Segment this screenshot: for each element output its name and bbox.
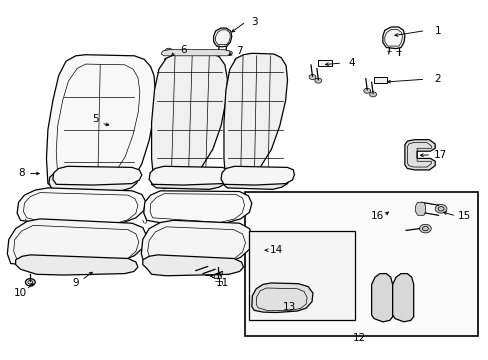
Text: 7: 7 [236,46,243,56]
Text: 13: 13 [282,302,296,312]
Circle shape [234,58,238,61]
Circle shape [363,88,370,93]
Polygon shape [17,188,145,225]
Circle shape [379,304,386,310]
Text: 2: 2 [433,74,440,84]
Circle shape [25,279,35,286]
Circle shape [275,59,279,62]
Polygon shape [151,171,227,189]
Circle shape [227,51,232,55]
Circle shape [369,92,376,97]
Circle shape [265,58,269,60]
Polygon shape [371,274,392,322]
Circle shape [110,68,115,72]
Polygon shape [16,255,138,275]
Circle shape [256,238,266,245]
Circle shape [210,58,214,61]
Polygon shape [141,220,253,266]
Polygon shape [142,255,243,276]
Polygon shape [213,28,231,47]
Text: 10: 10 [14,288,27,298]
Text: 16: 16 [370,211,384,221]
Circle shape [253,248,259,252]
Circle shape [164,48,172,54]
Polygon shape [415,202,425,215]
Text: 15: 15 [457,211,470,221]
Bar [373,77,386,83]
Circle shape [164,58,168,61]
Circle shape [434,204,446,213]
Circle shape [81,67,85,71]
Text: 14: 14 [269,245,283,255]
Bar [249,231,354,320]
Circle shape [246,57,250,60]
Circle shape [68,68,73,72]
Polygon shape [222,171,289,189]
Polygon shape [161,50,229,56]
Circle shape [419,224,430,233]
Polygon shape [49,171,138,193]
Text: 11: 11 [215,278,229,288]
Text: 17: 17 [432,150,446,160]
Circle shape [400,276,407,282]
Polygon shape [404,140,434,170]
Text: 5: 5 [92,114,99,124]
Circle shape [268,238,276,244]
Bar [317,60,331,66]
Text: 9: 9 [72,278,79,288]
Text: 3: 3 [250,17,257,27]
Text: 8: 8 [19,168,25,178]
Polygon shape [151,53,227,189]
Circle shape [314,78,321,83]
Text: 4: 4 [348,58,355,68]
Text: 12: 12 [352,333,366,343]
Bar [214,274,221,278]
Polygon shape [392,274,413,322]
Circle shape [400,304,407,310]
Text: 1: 1 [433,26,440,36]
Polygon shape [46,55,155,194]
Text: 6: 6 [180,45,186,55]
Circle shape [198,57,202,60]
Polygon shape [149,166,230,185]
Circle shape [176,56,180,59]
Circle shape [308,75,315,80]
Polygon shape [7,219,146,266]
Bar [245,192,477,336]
Circle shape [122,67,127,71]
Polygon shape [53,166,142,185]
Polygon shape [382,27,404,49]
Polygon shape [251,283,312,312]
Circle shape [222,51,227,55]
Circle shape [379,276,386,282]
Polygon shape [143,191,251,225]
Polygon shape [221,166,294,185]
Circle shape [166,50,170,53]
Polygon shape [224,53,287,188]
